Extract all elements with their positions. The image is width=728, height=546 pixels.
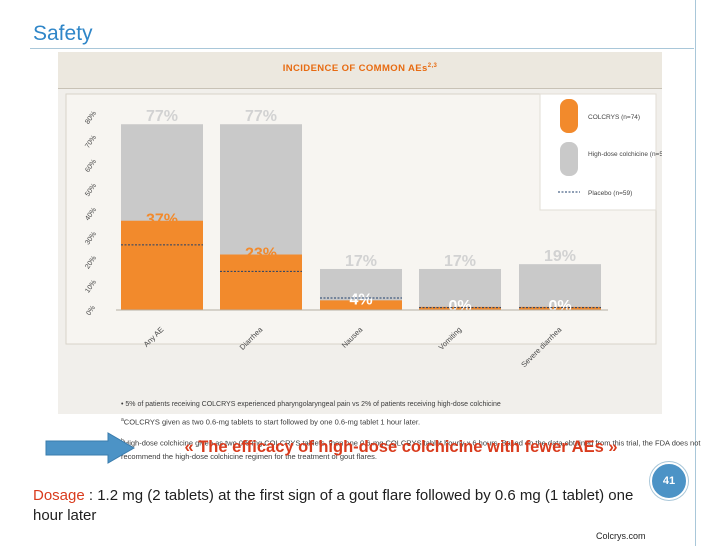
chart-title-divider (58, 88, 662, 89)
legend-swatch-colcrys (560, 99, 578, 133)
data-label-colcrys: 0% (548, 298, 571, 315)
bar-colcrys (519, 306, 601, 310)
source-credit: Colcrys.com (596, 531, 646, 541)
chart-title-text: INCIDENCE OF COMMON AEs (282, 63, 428, 75)
data-label-colcrys: 37% (146, 212, 178, 229)
chart-title-refs: 2,3 (427, 63, 438, 69)
chart-title: INCIDENCE OF COMMON AEs2,3 (58, 63, 662, 74)
footnote-3-text: High-dose colchicine given as two 0.6-mg… (121, 438, 701, 461)
legend-box (539, 93, 657, 211)
data-label-high-dose: 77% (146, 108, 178, 125)
data-label-colcrys: 23% (245, 246, 277, 263)
data-label-high-dose: 77% (245, 108, 277, 125)
data-label-colcrys: 4% (349, 291, 372, 308)
y-tick-label: 0% (85, 305, 97, 317)
legend-label-colcrys: COLCRYS (n=74) (588, 114, 640, 121)
data-label-high-dose: 17% (444, 253, 476, 270)
bar-high-dose (519, 264, 601, 310)
bar-colcrys (220, 254, 302, 310)
key-message-quote: « The efficacy of high-dose colchicine w… (184, 438, 618, 456)
bar-high-dose (419, 268, 501, 310)
data-label-high-dose: 19% (544, 248, 576, 265)
dosage-detail: : 1.2 mg (2 tablets) at the first sign o… (33, 487, 634, 524)
chart-title-band (58, 52, 662, 88)
bar-colcrys (320, 300, 402, 310)
dosage-text: Dosage : 1.2 mg (2 tablets) at the first… (33, 486, 658, 526)
bar-colcrys (121, 220, 203, 310)
legend-label-high-dose: High-dose colchicine (n=52) (588, 151, 662, 158)
footnote-2: aCOLCRYS given as two 0.6-mg tablets to … (121, 417, 421, 427)
data-label-high-dose: 17% (345, 253, 377, 270)
title-divider (30, 48, 694, 49)
legend-swatch-high-dose (560, 142, 578, 176)
chart-figure: INCIDENCE OF COMMON AEs2,3 0% 10% 20% 30% 40… (58, 52, 700, 461)
slide-title: Safety (33, 22, 93, 45)
dosage-label: Dosage (33, 487, 85, 504)
slide-frame-border (695, 0, 696, 546)
data-label-colcrys: 0% (448, 298, 471, 315)
legend-label-placebo: Placebo (n=59) (588, 190, 632, 197)
footnote-2-text: COLCRYS given as two 0.6-mg tablets to s… (123, 417, 421, 427)
right-arrow-icon (45, 432, 136, 464)
footnote-1: • 5% of patients receiving COLCRYS exper… (121, 401, 501, 408)
bar-colcrys (419, 306, 501, 310)
bar-chart: 0%10%20%30%40%50%60%70%80% 77%37%Any AE77… (65, 93, 662, 369)
page-number-badge: 41 (650, 462, 688, 500)
